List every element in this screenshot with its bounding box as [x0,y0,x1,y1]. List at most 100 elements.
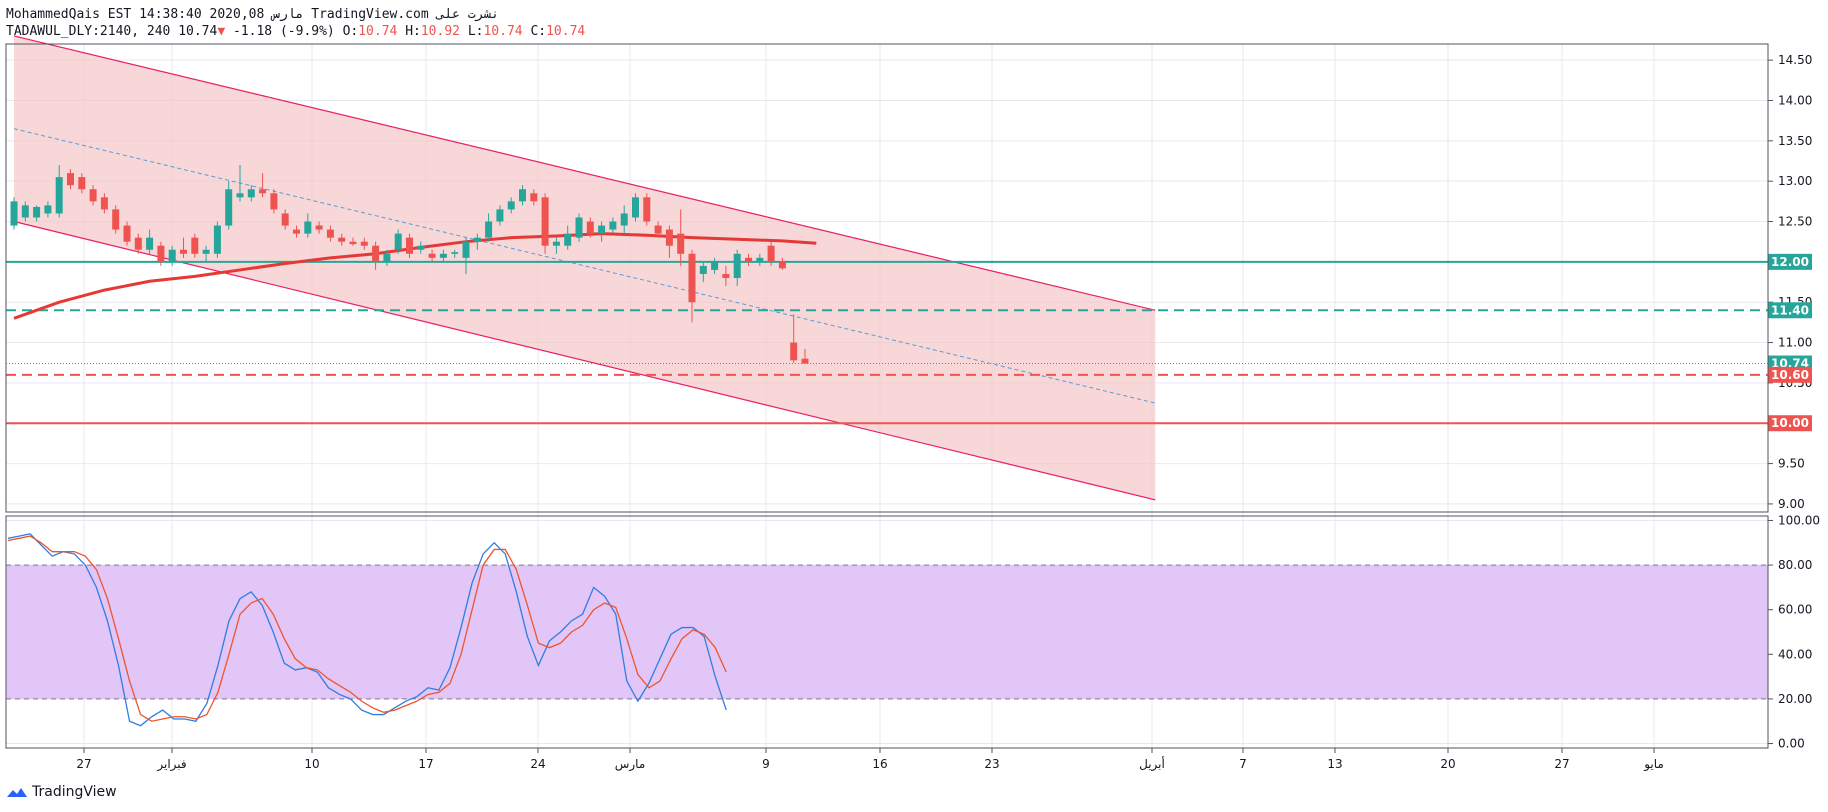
candle-body [372,245,380,262]
stoch-tick-label: 80.00 [1778,558,1812,572]
candle [225,181,233,230]
price-tick-label: 9.50 [1778,457,1805,471]
axes: 27 فبراير 10 17 24 مارس 9 16 23 أبريل 7 13 20 27 مايو 1… [5,43,1820,772]
open-value: 10.74 [358,24,398,39]
candle [462,237,470,274]
candle [304,213,312,238]
stochastic-band-fill [6,565,1768,699]
price-tick-label: 12.50 [1778,215,1812,229]
candle [654,221,662,238]
candle-body [89,189,97,202]
candle-body [44,205,52,214]
candle [78,173,86,194]
candle-body [67,173,74,186]
channel-median-line [13,128,1156,404]
price-tick-label: 14.00 [1778,93,1812,107]
candle [360,237,368,250]
candle [733,249,741,287]
candle-body [236,193,244,198]
candle [485,213,493,242]
candle [541,193,549,254]
candle [519,185,526,206]
candle [778,257,786,270]
candle-body [722,273,730,278]
candle-body [643,197,651,222]
publish-date: ,08 مارس [240,7,304,22]
candle [157,241,165,266]
x-tick-label: 16 [872,757,887,771]
candle-body [338,237,346,242]
chart-header: MohammedQais EST 14:38:40 2020,08 مارس T… [6,6,585,40]
candle [10,197,18,230]
candle-body [541,197,549,246]
change-down-icon: ▼ [217,24,226,39]
candle [756,253,764,266]
x-tick-label: فبراير [156,757,186,772]
stoch-tick-label: 60.00 [1778,603,1812,617]
candle-body [688,253,696,303]
candle-body [360,241,368,246]
candle-body [530,193,538,202]
price-pane-border [5,43,1769,513]
candle-body [790,342,798,361]
candle-body [428,253,436,258]
candle [688,249,696,323]
last-price: 10.74 [178,24,218,39]
level-price-label: 11.40 [1768,302,1812,319]
candle [259,173,267,198]
level-label-bg [1768,366,1812,383]
channel-lower-line [13,220,1156,501]
x-tick-label: 9 [762,757,770,771]
candle-body [202,249,210,254]
candle-body [473,237,481,242]
chart-canvas[interactable]: 27 فبراير 10 17 24 مارس 9 16 23 أبريل 7 13 20 27 مايو 1… [0,0,1828,780]
candle [496,205,504,226]
publisher-name[interactable]: MohammedQais [6,7,100,22]
candle-body [552,241,560,246]
candle-body [462,241,470,258]
candle-body [225,189,233,226]
candle-body [564,233,572,246]
level-price-label: 10.00 [1768,415,1812,432]
tradingview-logo-icon[interactable] [6,785,28,799]
candle [180,237,187,258]
level-label-text: 10.00 [1771,416,1809,430]
candle [790,314,798,363]
candle-body [417,245,425,250]
candle-body [677,233,685,254]
close-label: C: [530,24,547,39]
candle [100,193,108,214]
candle [202,245,210,262]
candle-body [711,261,719,270]
candle-body [394,233,402,250]
candle-body [507,201,515,210]
candle [191,233,199,258]
candle [711,257,719,274]
candle-body [213,225,221,254]
level-label-text: 10.60 [1771,368,1809,382]
candle-body [123,225,131,242]
candle [699,261,707,283]
x-tick-label: أبريل [1139,756,1165,772]
candle [801,349,809,364]
candle-body [134,237,142,250]
candle-body [665,229,673,246]
candle-body [699,265,707,274]
channel-upper-line [13,35,1156,311]
candle [44,201,52,218]
candle [134,233,142,254]
level-price-label: 10.60 [1768,366,1812,383]
price-pane[interactable] [6,35,1768,501]
candle-body [733,253,741,278]
brand-name[interactable]: TradingView [32,784,117,800]
stochastic-pane[interactable] [6,533,1768,727]
candle-body [801,358,809,364]
candle-body [620,213,628,226]
site-name[interactable]: TradingView.com [311,7,429,22]
candle [609,217,617,234]
candle-body [55,177,63,214]
x-tick-label: 23 [984,757,999,771]
symbol-name[interactable]: TADAWUL_DLY:2140, 240 [6,24,171,39]
low-label: L: [467,24,484,39]
timezone: EST [107,7,132,22]
